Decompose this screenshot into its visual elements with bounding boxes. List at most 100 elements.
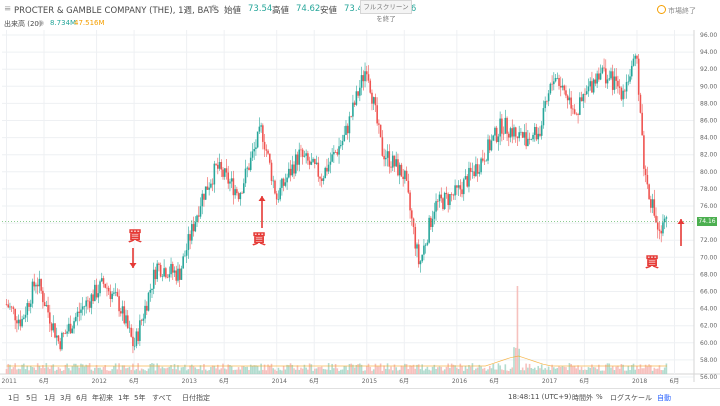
candle-body bbox=[537, 133, 540, 140]
candle-body bbox=[301, 149, 304, 157]
candle-body bbox=[447, 194, 449, 206]
hamburger-icon[interactable]: ≡ bbox=[4, 4, 12, 14]
range-ytd-button[interactable]: 年初来 bbox=[92, 394, 113, 402]
volume-bar bbox=[352, 364, 354, 374]
candle-body bbox=[52, 323, 55, 331]
candle-body bbox=[461, 189, 463, 195]
volume-bar bbox=[19, 369, 22, 374]
range-1m-button[interactable]: 1月 bbox=[44, 394, 56, 402]
volume-bar bbox=[68, 368, 70, 374]
candle-body bbox=[66, 331, 68, 334]
candle-body bbox=[19, 319, 22, 327]
candle-body bbox=[312, 158, 314, 162]
symbol-title[interactable]: PROCTER & GAMBLE COMPANY (THE), 1週, BATS bbox=[14, 6, 220, 16]
volume-bar bbox=[92, 370, 94, 374]
candle-body bbox=[156, 263, 158, 280]
volume-bar bbox=[24, 369, 27, 374]
candle-body bbox=[237, 193, 240, 200]
eye-icon[interactable]: ◉ bbox=[38, 19, 45, 27]
candle-body bbox=[426, 242, 429, 245]
volume-bar bbox=[225, 369, 228, 374]
candle-body bbox=[544, 101, 546, 109]
candle-body bbox=[33, 281, 36, 287]
candle-body bbox=[197, 215, 200, 217]
candle-body bbox=[262, 125, 264, 142]
candle-body bbox=[442, 198, 444, 210]
candle-body bbox=[566, 95, 569, 101]
candle-body bbox=[189, 234, 191, 241]
volume-bar bbox=[40, 368, 42, 374]
candle-body bbox=[643, 135, 645, 169]
volume-bar bbox=[388, 369, 391, 374]
volume-bar bbox=[656, 368, 659, 374]
annotation-arrow-head bbox=[129, 263, 137, 268]
volume-bar bbox=[76, 365, 79, 374]
auto-scale-button[interactable]: 自動 bbox=[657, 394, 671, 402]
candle-body bbox=[507, 133, 510, 138]
volume-bar bbox=[66, 363, 68, 374]
candle-body bbox=[599, 73, 602, 80]
volume-bar bbox=[54, 370, 56, 374]
candle-body bbox=[106, 287, 108, 289]
volume-bar bbox=[33, 367, 36, 374]
range-5d-button[interactable]: 5日 bbox=[26, 394, 38, 402]
volume-bar bbox=[485, 370, 488, 374]
volume-bar bbox=[308, 363, 311, 374]
range-1d-button[interactable]: 1日 bbox=[8, 394, 20, 402]
candle-body bbox=[405, 170, 408, 181]
candle-body bbox=[598, 73, 600, 80]
price-axis-label: 68.00 bbox=[700, 271, 717, 278]
percent-scale-button[interactable]: % bbox=[596, 393, 603, 401]
date-range-button[interactable]: 日付指定 bbox=[182, 394, 210, 402]
volume-bar bbox=[426, 366, 429, 374]
candle-body bbox=[267, 150, 269, 154]
volume-bar bbox=[665, 363, 668, 374]
volume-bar bbox=[561, 366, 564, 374]
candle-body bbox=[28, 303, 30, 307]
volume-bar bbox=[133, 370, 136, 374]
candle-body bbox=[634, 55, 637, 59]
log-scale-button[interactable]: ログスケール bbox=[610, 394, 652, 402]
volume-bar bbox=[547, 366, 550, 374]
candle-body bbox=[407, 180, 410, 193]
volume-bar bbox=[28, 370, 30, 374]
candle-body bbox=[353, 102, 356, 105]
volume-bar bbox=[478, 364, 481, 374]
volume-bar bbox=[556, 367, 559, 374]
volume-bar bbox=[622, 364, 624, 374]
volume-bar bbox=[350, 363, 352, 374]
candle-body bbox=[29, 303, 32, 307]
candle-body bbox=[383, 155, 385, 160]
volume-bar bbox=[482, 368, 484, 374]
candle-body bbox=[289, 168, 292, 176]
candle-body bbox=[428, 217, 430, 243]
volume-bar bbox=[120, 369, 122, 374]
settings-icon[interactable]: ⚙ bbox=[210, 4, 218, 14]
volume-bar bbox=[435, 369, 437, 374]
extended-hours-button[interactable]: 時間外 bbox=[572, 394, 593, 402]
candle-body bbox=[348, 116, 351, 134]
range-all-button[interactable]: すべて bbox=[152, 394, 173, 402]
candle-body bbox=[542, 108, 545, 126]
range-5y-button[interactable]: 5年 bbox=[134, 394, 146, 402]
volume-bar bbox=[563, 366, 566, 374]
volume-bar bbox=[636, 366, 638, 374]
volume-bar bbox=[293, 368, 295, 374]
volume-bar bbox=[29, 365, 32, 374]
candle-body bbox=[24, 314, 27, 318]
candle-body bbox=[445, 192, 448, 195]
volume-bar bbox=[421, 364, 423, 374]
volume-bar bbox=[275, 370, 278, 374]
volume-indicator-label[interactable]: 出来高 (20) bbox=[4, 20, 42, 28]
price-chart[interactable]: 96.00 94.00 92.00 90.00 88.00 86.00 84.00 82.00… bbox=[0, 30, 720, 388]
volume-bar bbox=[606, 363, 609, 374]
volume-bar bbox=[591, 364, 593, 374]
candle-body bbox=[10, 306, 13, 308]
range-6m-button[interactable]: 6月 bbox=[76, 394, 88, 402]
range-3m-button[interactable]: 3月 bbox=[60, 394, 72, 402]
range-1y-button[interactable]: 1年 bbox=[118, 394, 130, 402]
candle-body bbox=[435, 201, 437, 212]
volume-bar bbox=[236, 369, 238, 374]
volume-bar bbox=[121, 365, 124, 374]
price-axis-label: 66.00 bbox=[700, 289, 717, 296]
